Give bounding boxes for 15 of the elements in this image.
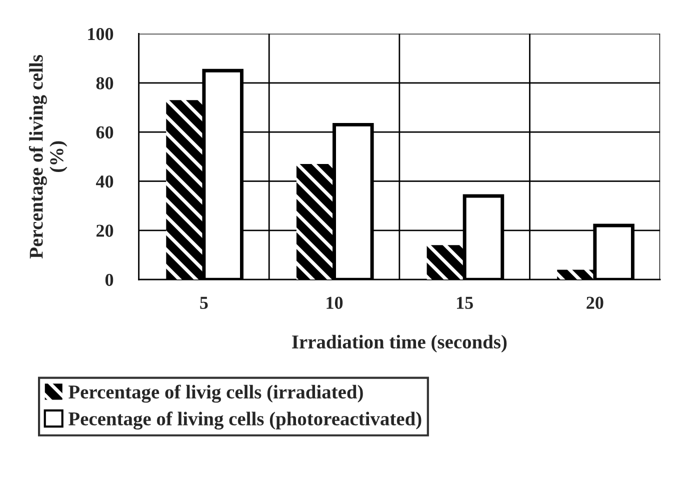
- legend-label: Percentage of livig cells (irradiated): [68, 384, 363, 403]
- bar: [557, 270, 595, 280]
- x-tick-label: 20: [586, 296, 604, 309]
- x-tick-label: 15: [457, 296, 473, 309]
- y-tick-label: 0: [105, 274, 114, 286]
- legend-label: Pecentage of living cells (photoreactivated): [68, 412, 422, 430]
- x-tick-label: 10: [326, 296, 343, 309]
- y-tick-label: 100: [88, 28, 114, 40]
- x-axis-title: Irradiation time (seconds): [292, 334, 507, 352]
- x-tick-label: 5: [200, 296, 208, 309]
- y-tick-label: 40: [96, 175, 114, 188]
- y-tick-label: 20: [96, 224, 114, 237]
- y-tick-label: 60: [96, 126, 114, 139]
- y-tick-label: 80: [96, 77, 114, 90]
- y-axis-title: Percentage of living cells (%): [28, 54, 68, 258]
